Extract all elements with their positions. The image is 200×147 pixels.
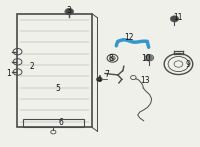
- Text: 3: 3: [67, 6, 72, 15]
- Text: 10: 10: [141, 54, 150, 63]
- Circle shape: [66, 9, 73, 14]
- Text: 4: 4: [97, 75, 101, 84]
- Circle shape: [171, 17, 178, 21]
- Circle shape: [97, 77, 102, 81]
- Text: 8: 8: [109, 54, 113, 64]
- Text: 7: 7: [105, 70, 109, 79]
- Text: 2: 2: [29, 62, 34, 71]
- Text: 5: 5: [56, 83, 61, 93]
- Circle shape: [146, 56, 152, 60]
- Text: 12: 12: [124, 33, 134, 42]
- Text: 9: 9: [186, 60, 191, 69]
- Text: 6: 6: [59, 118, 64, 127]
- Text: 13: 13: [140, 76, 150, 85]
- Text: 11: 11: [174, 13, 183, 22]
- Text: 1: 1: [6, 69, 11, 78]
